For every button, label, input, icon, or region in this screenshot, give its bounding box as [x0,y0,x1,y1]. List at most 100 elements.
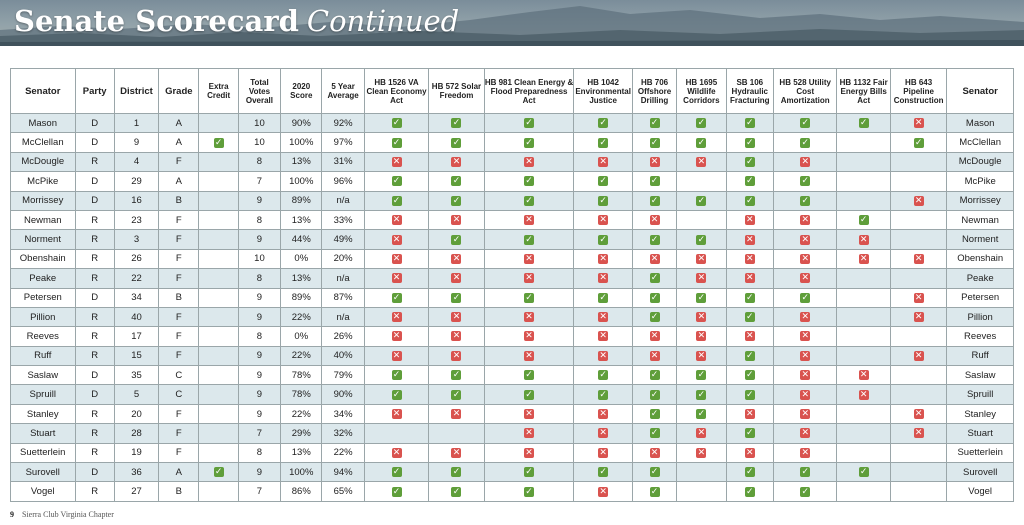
grade-cell: F [158,345,200,367]
vote-cell [363,248,430,270]
total-votes-cell: 9 [237,365,282,386]
senator-cell-right: Pillion [946,306,1014,328]
vote-cell [573,384,633,405]
vote-cell [363,365,430,386]
score-cell: 89% [280,190,323,211]
x-icon [800,234,811,245]
score-cell: 0% [280,248,323,270]
col-header: Extra Credit [198,68,239,114]
vote-cell [836,345,891,367]
x-icon [391,215,402,226]
extra-credit-cell [198,345,239,367]
vote-cell [483,229,575,250]
party-cell: R [74,345,115,367]
check-icon [800,118,811,129]
average-cell: 32% [321,423,365,444]
x-icon [598,409,609,420]
vote-cell [676,423,727,444]
average-cell: 92% [321,112,365,134]
vote-cell [772,171,838,192]
vote-cell [725,209,774,231]
vote-cell [363,481,430,502]
vote-cell [676,384,727,405]
vote-cell [725,132,774,153]
average-cell: 31% [321,151,365,173]
score-cell: 13% [280,209,323,231]
check-icon [598,137,609,148]
x-icon [451,409,462,420]
senator-cell: Suetterlein [10,442,76,464]
extra-credit-cell [198,132,239,153]
check-icon [696,389,707,400]
grade-cell: A [158,112,200,134]
district-cell: 27 [113,481,160,502]
check-icon [649,312,660,323]
header-banner: Senate Scorecard Continued [0,0,1024,46]
check-icon [744,389,755,400]
check-icon [451,137,462,148]
vote-cell [483,326,575,347]
check-icon [696,118,707,129]
check-icon [598,389,609,400]
check-icon [598,467,609,478]
vote-cell [889,462,948,483]
extra-credit-cell [198,423,239,444]
party-cell: D [74,132,115,153]
extra-credit-cell [198,365,239,386]
check-icon [451,389,462,400]
page-footer: 9 Sierra Club Virginia Chapter [10,510,114,519]
vote-cell [836,462,891,483]
vote-cell [836,481,891,502]
senator-cell-right: Petersen [946,287,1014,308]
vote-cell [836,132,891,153]
total-votes-cell: 7 [237,423,282,444]
grade-cell: A [158,171,200,192]
vote-cell [483,423,575,444]
vote-cell [631,423,678,444]
col-header: HB 1042 Environmental Justice [573,68,633,114]
vote-cell [363,229,430,250]
check-icon [800,195,811,206]
check-icon [858,215,869,226]
party-cell: R [74,442,115,464]
party-cell: R [74,248,115,270]
x-icon [800,273,811,284]
vote-cell [836,287,891,308]
check-icon [696,137,707,148]
check-icon [451,292,462,303]
x-icon [744,447,755,458]
x-icon [649,350,660,361]
average-cell: 33% [321,209,365,231]
vote-cell [483,190,575,211]
score-cell: 90% [280,112,323,134]
grade-cell: F [158,423,200,444]
x-icon [744,234,755,245]
district-cell: 35 [113,365,160,386]
x-icon [800,312,811,323]
vote-cell [363,268,430,289]
vote-cell [483,132,575,153]
vote-cell [725,190,774,211]
grade-cell: B [158,287,200,308]
senator-cell: Norment [10,229,76,250]
average-cell: 94% [321,462,365,483]
senator-cell-right: McClellan [946,132,1014,153]
vote-cell [428,229,485,250]
senator-cell-right: Reeves [946,326,1014,347]
average-cell: 65% [321,481,365,502]
district-cell: 17 [113,326,160,347]
vote-cell [483,306,575,328]
vote-cell [483,345,575,367]
vote-cell [772,132,838,153]
vote-cell [889,190,948,211]
x-icon [391,156,402,167]
x-icon [744,331,755,342]
vote-cell [428,209,485,231]
score-cell: 100% [280,171,323,192]
vote-cell [836,151,891,173]
check-icon [649,486,660,497]
vote-cell [889,403,948,425]
x-icon [391,409,402,420]
vote-cell [836,423,891,444]
